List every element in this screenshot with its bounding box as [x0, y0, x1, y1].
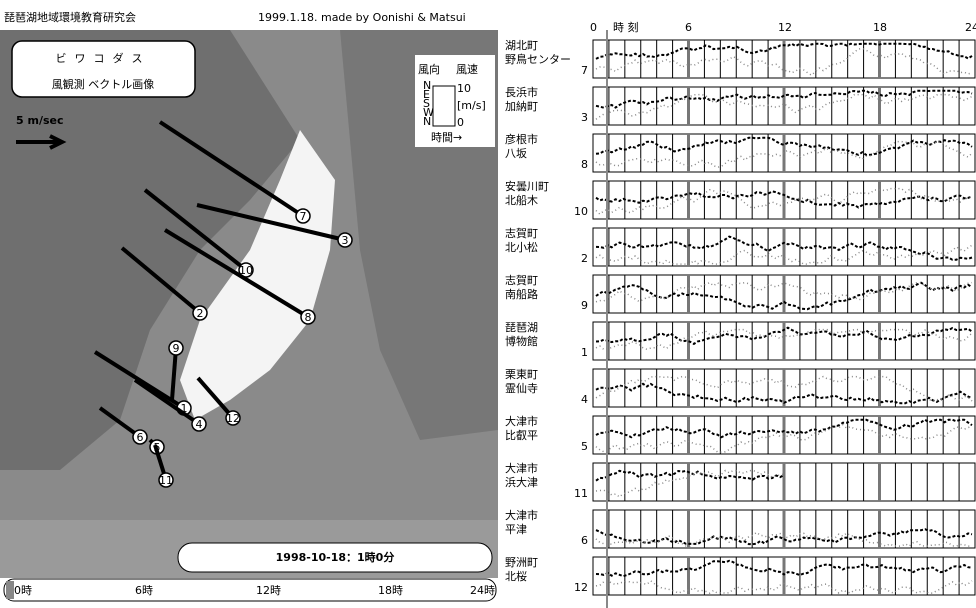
station-id: 7 [581, 64, 588, 77]
legend-compass: N [423, 115, 431, 128]
timeline-header: 18 [873, 21, 887, 34]
scale-label: 5 m/sec [16, 114, 64, 127]
legend-min: 0 [457, 116, 464, 129]
station-id: 6 [581, 534, 588, 547]
station-name: 志賀町 [505, 274, 538, 287]
legend-speed: 風速 [456, 63, 478, 76]
station-id: 11 [574, 487, 588, 500]
station-number: 8 [305, 311, 312, 324]
org: 琵琶湖地域環境教育研究会 [4, 10, 136, 24]
station-number: 6 [137, 431, 144, 444]
station-name: 霊仙寺 [505, 382, 538, 395]
station-name: 安曇川町 [505, 179, 549, 193]
credit: 1999.1.18. made by Oonishi & Matsui [258, 11, 466, 24]
timeline-header: 時 刻 [613, 20, 639, 34]
legend-dir: 風向 [418, 62, 440, 76]
station-number: 3 [342, 234, 349, 247]
station-name: 湖北町 [505, 39, 538, 52]
station-id: 10 [574, 205, 588, 218]
timebar-thumb [6, 581, 14, 599]
station-id: 2 [581, 252, 588, 265]
station-name: 北桜 [505, 569, 527, 583]
timeline-header: 0 [590, 21, 597, 34]
station-name: 八坂 [505, 147, 527, 160]
station-id: 9 [581, 299, 588, 312]
timebar-label: 12時 [256, 584, 281, 597]
station-name: 博物館 [505, 334, 538, 348]
station-name: 北船木 [505, 193, 538, 207]
app-subtitle: 風観測 ベクトル画像 [52, 77, 155, 91]
timebar-label: 24時 [470, 584, 495, 597]
app-title: ビワコダス [56, 51, 151, 65]
station-id: 5 [581, 440, 588, 453]
timebar-label: 0時 [14, 584, 32, 597]
station-name: 平津 [505, 523, 527, 536]
station-id: 12 [574, 581, 588, 594]
timeline-header: 12 [778, 21, 792, 34]
station-name: 栗東町 [505, 368, 538, 381]
station-name: 大津市 [505, 414, 538, 428]
station-id: 1 [581, 346, 588, 359]
legend-unit: [m/s] [457, 99, 486, 112]
station-number: 4 [196, 418, 203, 431]
station-name: 野鳥センター [505, 52, 571, 66]
legend-time: 時間→ [431, 131, 462, 144]
station-name: 大津市 [505, 461, 538, 475]
station-number: 12 [226, 412, 240, 425]
station-name: 大津市 [505, 508, 538, 522]
station-number: 9 [173, 342, 180, 355]
station-name: 比叡平 [505, 428, 538, 442]
screen: 琵琶湖地域環境教育研究会 1999.1.18. made by Oonishi … [0, 0, 976, 608]
station-name: 加納町 [505, 100, 538, 113]
station-number: 11 [159, 474, 173, 487]
timebar-label: 18時 [378, 584, 403, 597]
station-name: 北小松 [505, 240, 538, 254]
station-id: 3 [581, 111, 588, 124]
legend-max: 10 [457, 82, 471, 95]
station-number: 7 [300, 210, 307, 223]
timeline-header: 6 [685, 21, 692, 34]
station-name: 南船路 [505, 287, 538, 301]
station-name: 浜大津 [505, 475, 538, 489]
station-number: 2 [197, 307, 204, 320]
station-name: 志賀町 [505, 227, 538, 240]
station-id: 4 [581, 393, 588, 406]
timebar[interactable] [4, 579, 496, 601]
station-name: 野洲町 [505, 556, 538, 569]
station-name: 長浜市 [505, 85, 538, 99]
timeline-header: 24 [965, 21, 976, 34]
station-name: 琵琶湖 [505, 321, 538, 334]
timebar-label: 6時 [135, 584, 153, 597]
timestamp: 1998-10-18：1時0分 [276, 550, 395, 564]
station-id: 8 [581, 158, 588, 171]
station-name: 彦根市 [505, 132, 538, 146]
